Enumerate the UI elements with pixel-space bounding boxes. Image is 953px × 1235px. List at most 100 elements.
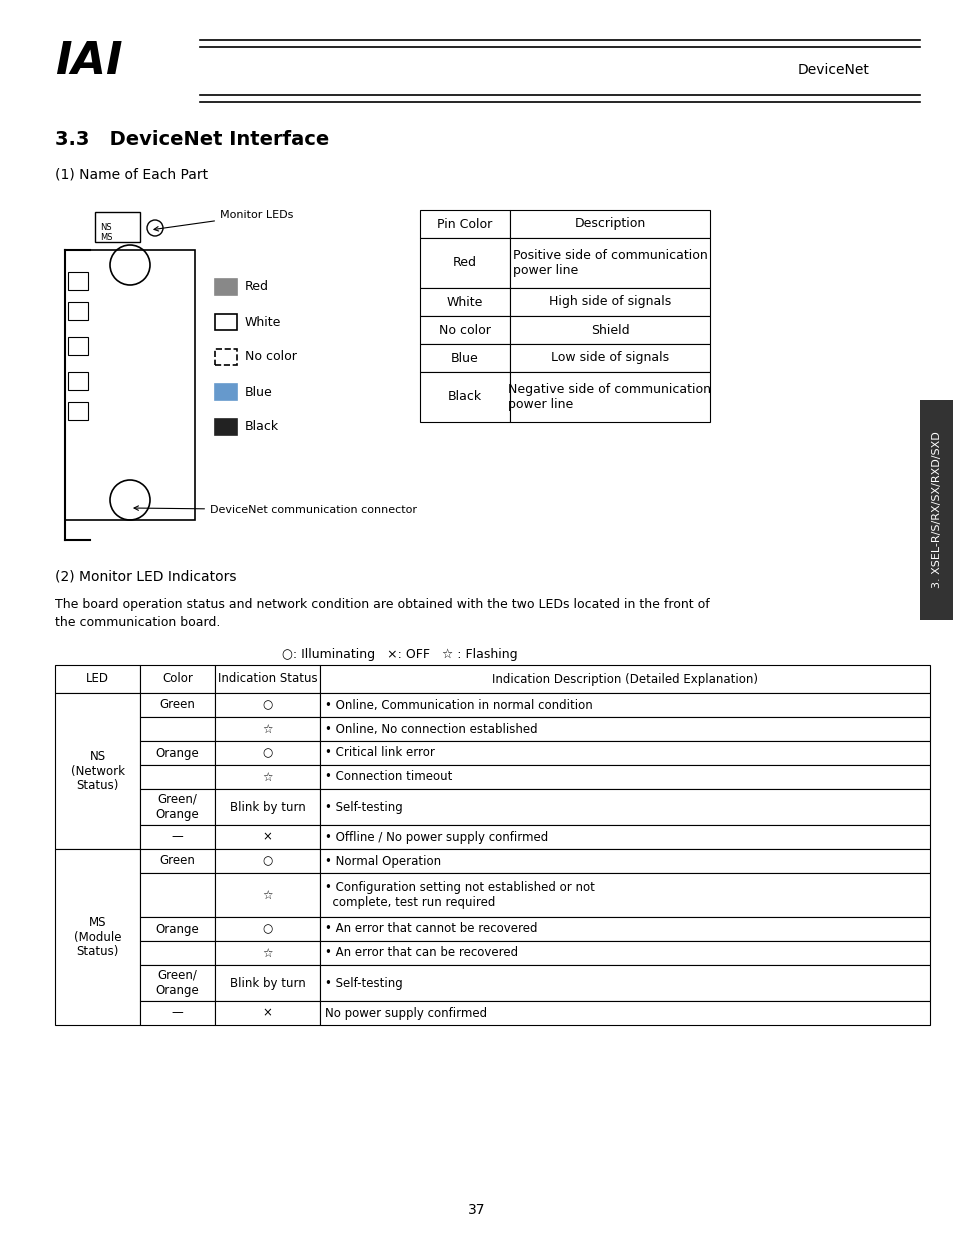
Text: Red: Red [245, 280, 269, 294]
Bar [510, 316, 709, 345]
Text: (1) Name of Each Part: (1) Name of Each Part [55, 168, 208, 182]
Bar [319, 1002, 929, 1025]
Bar [140, 848, 214, 873]
Bar [68, 272, 88, 290]
Text: Blink by turn: Blink by turn [230, 800, 305, 814]
Bar [319, 741, 929, 764]
Text: ○: ○ [262, 746, 273, 760]
Bar [95, 212, 140, 242]
Bar [140, 764, 214, 789]
Text: Description: Description [574, 217, 645, 231]
Bar [214, 1002, 319, 1025]
Text: • An error that can be recovered: • An error that can be recovered [325, 946, 517, 960]
Text: • Configuration setting not established or not
  complete, test run required: • Configuration setting not established … [325, 881, 595, 909]
Bar [214, 718, 319, 741]
Bar [214, 941, 319, 965]
Bar [214, 918, 319, 941]
Text: The board operation status and network condition are obtained with the two LEDs : The board operation status and network c… [55, 598, 709, 629]
Text: Blink by turn: Blink by turn [230, 977, 305, 989]
Text: DeviceNet communication connector: DeviceNet communication connector [133, 505, 416, 515]
Bar [319, 825, 929, 848]
Text: White: White [446, 295, 482, 309]
Text: No power supply confirmed: No power supply confirmed [325, 1007, 487, 1020]
Text: 3. XSEL-R/S/RX/SX/RXD/SXD: 3. XSEL-R/S/RX/SX/RXD/SXD [931, 431, 941, 588]
Bar [214, 384, 236, 400]
Text: 3.3   DeviceNet Interface: 3.3 DeviceNet Interface [55, 130, 329, 149]
Text: DeviceNet: DeviceNet [798, 63, 869, 77]
Bar [419, 210, 510, 238]
Bar [214, 693, 319, 718]
Text: ☆: ☆ [262, 946, 273, 960]
Text: Positive side of communication
power line: Positive side of communication power lin… [512, 249, 706, 277]
Text: ☆: ☆ [262, 771, 273, 783]
Text: Orange: Orange [155, 746, 199, 760]
Bar [419, 288, 510, 316]
Text: ×: × [262, 830, 273, 844]
Text: Black: Black [245, 420, 279, 433]
Text: Green: Green [159, 699, 195, 711]
Bar [65, 249, 194, 520]
Bar [319, 718, 929, 741]
Bar [68, 403, 88, 420]
Text: Shield: Shield [590, 324, 629, 336]
Text: • Normal Operation: • Normal Operation [325, 855, 440, 867]
Text: Indication Status: Indication Status [217, 673, 317, 685]
Bar [419, 345, 510, 372]
Bar [319, 664, 929, 693]
Text: ☆: ☆ [262, 888, 273, 902]
Text: • Offline / No power supply confirmed: • Offline / No power supply confirmed [325, 830, 548, 844]
Bar [214, 848, 319, 873]
Bar [214, 741, 319, 764]
Bar [68, 337, 88, 354]
Bar [55, 848, 140, 1025]
Text: ○: Illuminating   ×: OFF   ☆ : Flashing: ○: Illuminating ×: OFF ☆ : Flashing [282, 648, 517, 661]
Bar [140, 664, 214, 693]
Text: Green/
Orange: Green/ Orange [155, 793, 199, 821]
Bar [319, 873, 929, 918]
Bar [68, 372, 88, 390]
Bar [510, 288, 709, 316]
Text: White: White [245, 315, 281, 329]
Text: Blue: Blue [245, 385, 273, 399]
Bar [214, 825, 319, 848]
Bar [919, 400, 953, 620]
Text: No color: No color [438, 324, 491, 336]
Bar [319, 764, 929, 789]
Bar [140, 918, 214, 941]
Text: IAI: IAI [55, 41, 122, 84]
Text: ○: ○ [262, 699, 273, 711]
Bar [214, 314, 236, 330]
Bar [510, 210, 709, 238]
Bar [68, 303, 88, 320]
Bar [510, 238, 709, 288]
Bar [214, 873, 319, 918]
Text: MS
(Module
Status): MS (Module Status) [73, 915, 121, 958]
Text: Pin Color: Pin Color [436, 217, 492, 231]
Text: • Connection timeout: • Connection timeout [325, 771, 452, 783]
Text: • Self-testing: • Self-testing [325, 977, 402, 989]
Bar [319, 789, 929, 825]
Bar [319, 693, 929, 718]
Text: • Critical link error: • Critical link error [325, 746, 435, 760]
Bar [140, 789, 214, 825]
Text: Monitor LEDs: Monitor LEDs [153, 210, 294, 231]
Bar [140, 741, 214, 764]
Text: Negative side of communication
power line: Negative side of communication power lin… [508, 383, 711, 411]
Bar [319, 848, 929, 873]
Text: Low side of signals: Low side of signals [551, 352, 668, 364]
Bar [214, 764, 319, 789]
Text: Color: Color [162, 673, 193, 685]
Bar [214, 419, 236, 435]
Text: —: — [172, 1007, 183, 1020]
Bar [55, 664, 140, 693]
Bar [510, 372, 709, 422]
Text: 37: 37 [468, 1203, 485, 1216]
Bar [140, 825, 214, 848]
Bar [419, 316, 510, 345]
Bar [319, 941, 929, 965]
Text: • An error that cannot be recovered: • An error that cannot be recovered [325, 923, 537, 935]
Text: ○: ○ [262, 855, 273, 867]
Bar [319, 965, 929, 1002]
Bar [419, 238, 510, 288]
Bar [214, 279, 236, 295]
